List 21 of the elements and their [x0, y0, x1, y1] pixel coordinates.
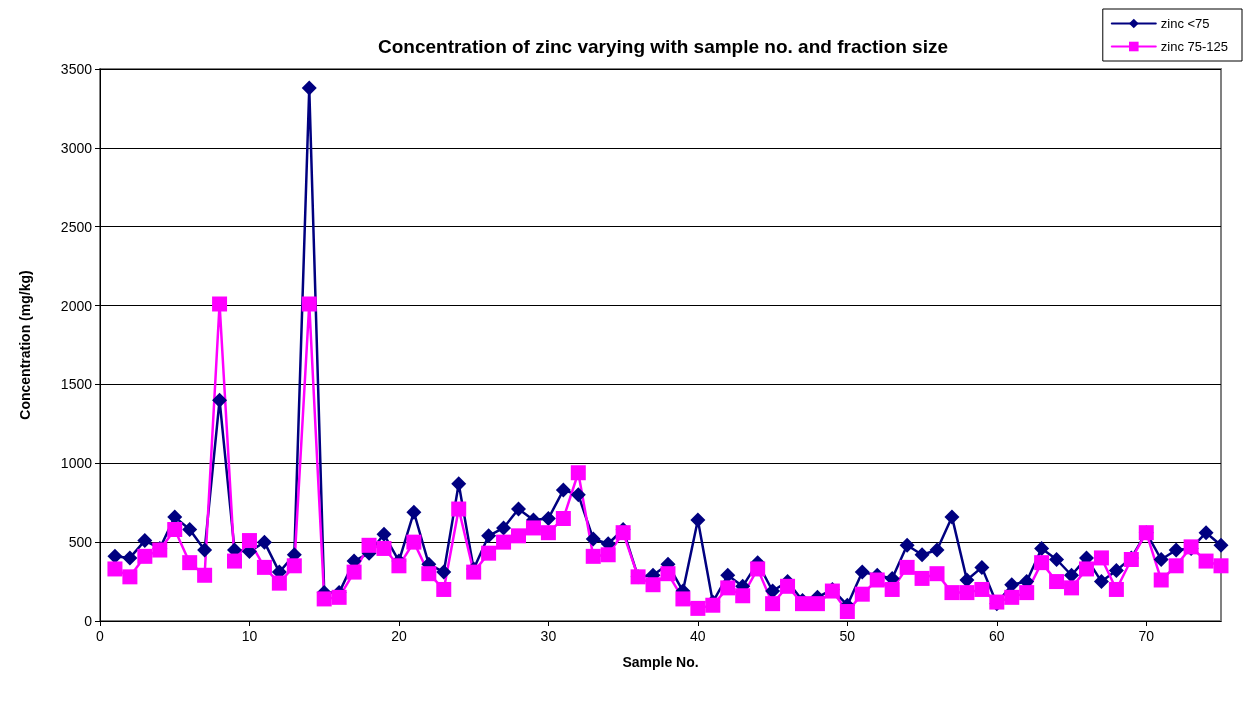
x-tick-label: 60 — [989, 628, 1005, 644]
x-tick-label: 50 — [839, 628, 856, 644]
y-tick-label: 2000 — [60, 297, 93, 314]
x-tick-label: 0 — [96, 628, 105, 644]
y-tick-label: 1000 — [60, 455, 93, 472]
x-tick-label: 10 — [241, 628, 258, 644]
y-tick-label: 1500 — [60, 376, 93, 393]
legend-label: zinc 75-125 — [1160, 39, 1229, 54]
y-axis-title: Concentration (mg/kg) — [17, 270, 33, 420]
x-tick-label: 70 — [1138, 628, 1155, 644]
y-tick-label: 2500 — [60, 218, 93, 235]
y-tick-label: 3500 — [60, 61, 93, 77]
x-tick-label: 40 — [690, 628, 706, 644]
x-axis-title: Sample No. — [622, 654, 699, 670]
y-tick-label: 500 — [68, 534, 93, 551]
y-tick-label: 3000 — [60, 139, 93, 156]
legend-label: zinc <75 — [1160, 16, 1210, 31]
x-tick-label: 20 — [391, 628, 407, 644]
chart-title: Concentration of zinc varying with sample no. and fraction size — [377, 36, 949, 57]
x-tick-label: 30 — [540, 628, 557, 644]
y-tick-label: 0 — [84, 613, 93, 629]
